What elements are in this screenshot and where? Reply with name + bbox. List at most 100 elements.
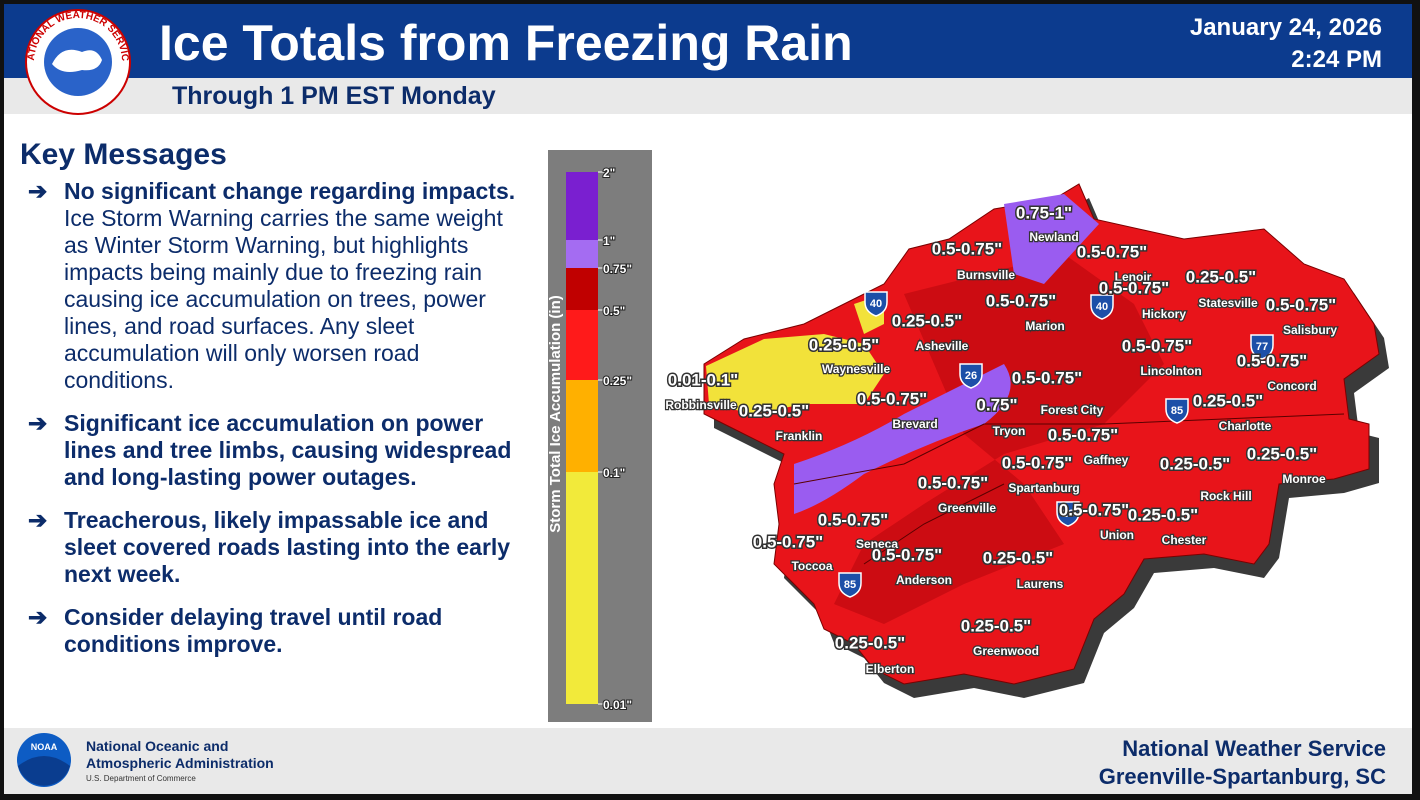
subtitle: Through 1 PM EST Monday: [172, 82, 496, 110]
city-label: Spartanburg: [1008, 481, 1079, 495]
city-label: Franklin: [776, 429, 823, 443]
ice-amount-label: 0.5-0.75": [986, 291, 1056, 310]
legend-tick-label: 2": [603, 166, 615, 180]
ice-amount-label: 0.5-0.75": [918, 473, 988, 492]
ice-amount-label: 0.5-0.75": [872, 545, 942, 564]
city-label: Elberton: [866, 662, 915, 676]
ice-amount-label: 0.25-0.5": [892, 311, 962, 330]
ice-amount-label: 0.5-0.75": [1237, 351, 1307, 370]
interstate-number: 26: [1062, 508, 1074, 520]
ice-amount-label: 0.5-0.75": [753, 532, 823, 551]
arrow: ➔: [28, 604, 48, 630]
bold-text: Consider delaying travel until road cond…: [64, 604, 443, 657]
interstate-shield: [1090, 294, 1114, 320]
region-dark: [834, 254, 1164, 624]
legend-box: [548, 150, 652, 722]
interstate-shield: [959, 363, 983, 389]
footer-bar: [4, 728, 1412, 794]
interstate-shield: [1165, 398, 1189, 424]
city-label: Asheville: [916, 339, 969, 353]
date: January 24, 2026: [1189, 14, 1382, 41]
legend-title: Storm Total Ice Accumulation (in): [547, 295, 564, 533]
text: Ice Storm Warning carries the same weigh…: [64, 205, 503, 393]
interstate-number: 26: [965, 370, 977, 382]
ice-amount-label: 0.01-0.1": [668, 370, 738, 389]
logo-cloud: [52, 49, 102, 72]
city-label: Laurens: [1017, 577, 1064, 591]
arrow: ➔: [28, 410, 48, 436]
city-label: Lenoir: [1115, 270, 1152, 284]
time: 2:24 PM: [1291, 46, 1382, 73]
office-line: Greenville-Spartanburg, SC: [1098, 764, 1386, 789]
ice-amount-label: 0.5-0.75": [932, 239, 1002, 258]
interstate-number: 77: [1256, 341, 1268, 353]
ice-amount-label: 0.25-0.5": [1160, 454, 1230, 473]
city-label: Lincolnton: [1140, 364, 1201, 378]
office-line: National Weather Service: [1122, 736, 1386, 761]
noaa-logo-wave: [18, 756, 70, 786]
legend-swatch: [566, 268, 598, 310]
city-label: Forest City: [1041, 403, 1104, 417]
ice-amount-label: 0.5-0.75": [1266, 295, 1336, 314]
city-label: Union: [1100, 528, 1134, 542]
city-label: Concord: [1267, 379, 1316, 393]
ice-amount-label: 0.25-0.5": [739, 401, 809, 420]
key-messages: Key Messages ➔ No significant change rega…: [20, 138, 530, 674]
region-purple: [1004, 194, 1099, 284]
city-label: Toccoa: [791, 559, 832, 573]
noaa-line: National Oceanic and: [86, 738, 229, 754]
interstate-number: 40: [1096, 301, 1108, 313]
city-label: Greenwood: [973, 644, 1039, 658]
legend-tick-label: 0.25": [603, 374, 632, 388]
interstate-shield: [838, 572, 862, 598]
city-label: Burnsville: [957, 268, 1015, 282]
bold-text: Treacherous, likely impassable ice and s…: [64, 507, 511, 587]
noaa-line: Atmospheric Administration: [86, 755, 274, 771]
ice-amount-label: 0.25-0.5": [1186, 267, 1256, 286]
region-purple: [794, 364, 1011, 514]
city-label: Hickory: [1142, 307, 1186, 321]
heading: Key Messages: [20, 138, 227, 171]
city-label: Greenville: [938, 501, 996, 515]
legend-swatch: [566, 172, 598, 240]
state-border: [793, 413, 1345, 565]
arrow: ➔: [28, 178, 48, 204]
ice-amount-label: 0.5-0.75": [1122, 336, 1192, 355]
city-label: Chester: [1162, 533, 1207, 547]
interstate-number: 85: [1171, 405, 1183, 417]
interstate-shield: [864, 291, 888, 317]
message: ➔ Treacherous, likely impassable ice and …: [20, 507, 530, 588]
ice-amount-label: 0.25-0.5": [809, 335, 879, 354]
bold-text: Significant ice accumulation on power li…: [64, 410, 512, 490]
noaa-logo-text: NOAA: [31, 742, 58, 752]
region-yellow: [706, 334, 884, 414]
city-label: Gaffney: [1084, 453, 1129, 467]
legend-tick-label: 0.01": [603, 698, 632, 712]
legend-swatch: [566, 472, 598, 704]
ice-amount-label: 0.75": [976, 395, 1017, 414]
message: ➔ Consider delaying travel until road con…: [20, 604, 530, 658]
interstate-shield: [1250, 334, 1274, 360]
legend-tick-label: 0.1": [603, 466, 625, 480]
slide: Ice Totals from Freezing Rain Through 1 …: [4, 4, 1412, 794]
ice-amount-label: 0.5-0.75": [1099, 278, 1169, 297]
ice-amount-label: 0.25-0.5": [1128, 505, 1198, 524]
arrow: ➔: [28, 507, 48, 533]
ice-amount-label: 0.25-0.5": [1247, 444, 1317, 463]
ice-amount-label: 0.5-0.75": [857, 389, 927, 408]
graphics: NATIONAL WEATHER SERVICE NOAA 2"1"0.75"0…: [4, 4, 1389, 787]
city-label: Robbinsville: [665, 398, 737, 412]
message: ➔ Significant ice accumulation on power l…: [20, 410, 530, 491]
city-label: Charlotte: [1219, 419, 1272, 433]
subtitle-bar: [4, 78, 1412, 114]
title: Ice Totals from Freezing Rain: [159, 15, 853, 71]
noaa-line: U.S. Department of Commerce: [86, 774, 196, 783]
legend-swatch: [566, 240, 598, 268]
legend-swatch: [566, 380, 598, 472]
ice-amount-label: 0.5-0.75": [1059, 500, 1129, 519]
header-bar: [4, 4, 1412, 78]
city-label: Marion: [1025, 319, 1064, 333]
city-label: Newland: [1029, 230, 1078, 244]
ice-amount-label: 0.5-0.75": [1012, 368, 1082, 387]
